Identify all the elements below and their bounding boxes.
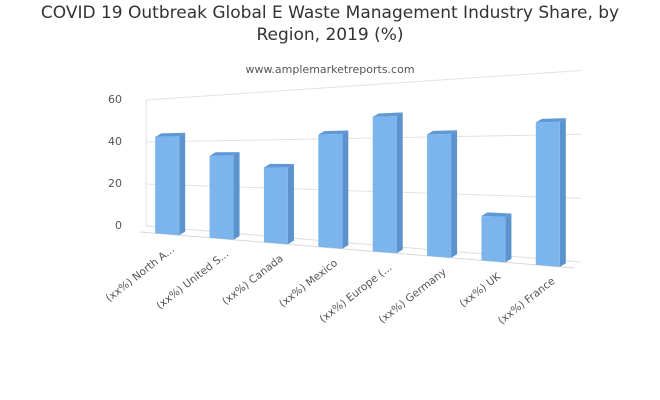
- bar-side: [342, 130, 349, 249]
- chart-title: COVID 19 Outbreak Global E Waste Managem…: [40, 3, 620, 45]
- chart-subtitle: www.amplemarketreports.com: [245, 63, 414, 76]
- y-tick-label: 60: [108, 93, 122, 106]
- bar: [535, 121, 560, 267]
- bar: [209, 155, 234, 240]
- bar-top: [155, 132, 186, 138]
- bar: [372, 116, 397, 254]
- grid-line: [145, 133, 582, 143]
- bar: [263, 167, 288, 245]
- bar-top: [535, 118, 566, 123]
- bar-side: [559, 118, 566, 267]
- bar: [318, 134, 343, 249]
- grid-line: [145, 70, 582, 101]
- bar: [481, 215, 506, 263]
- y-tick-label: 20: [108, 177, 122, 190]
- bar-top: [318, 130, 349, 135]
- y-tick-label: 40: [108, 135, 122, 148]
- bar-side: [179, 132, 186, 236]
- title-box: COVID 19 Outbreak Global E Waste Managem…: [40, 3, 620, 45]
- bar-side: [287, 164, 294, 245]
- bar-top: [263, 163, 294, 168]
- y-tick-label: 0: [115, 219, 122, 232]
- bar: [155, 136, 180, 236]
- bar-top: [481, 212, 512, 218]
- bar-side: [233, 152, 240, 240]
- bar: [427, 133, 452, 258]
- floor-line: [139, 231, 576, 269]
- bar-top: [427, 130, 458, 135]
- bar-side: [505, 213, 512, 263]
- bar-top: [372, 112, 403, 118]
- bar-side: [451, 130, 458, 258]
- bar-side: [396, 112, 403, 254]
- bar-top: [209, 152, 240, 156]
